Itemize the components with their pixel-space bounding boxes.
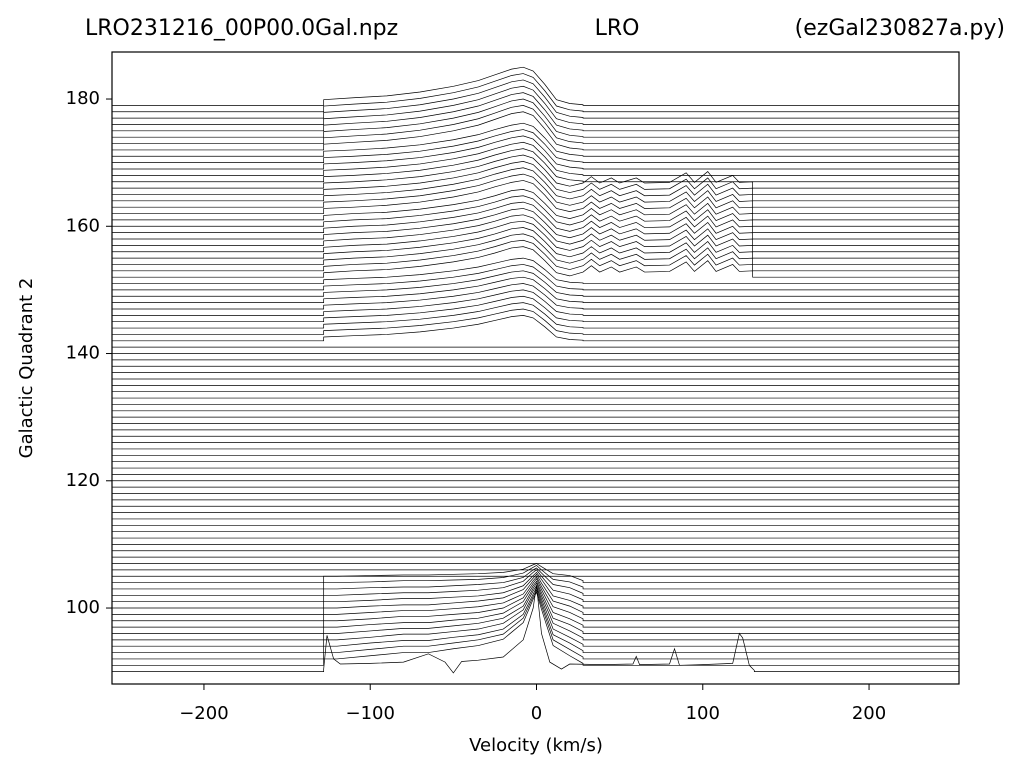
trace: [112, 167, 959, 202]
trace: [112, 586, 959, 653]
title-right: (ezGal230827a.py): [795, 16, 1005, 41]
trace: [112, 233, 959, 265]
trace: [112, 564, 959, 590]
trace: [112, 201, 959, 233]
trace: [112, 582, 959, 641]
x-tick-label: 100: [686, 703, 720, 724]
x-tick-label: 200: [852, 703, 886, 724]
x-tick-label: 0: [531, 703, 542, 724]
trace: [112, 576, 959, 622]
trace: [112, 264, 959, 291]
y-axis-label: Galactic Quadrant 2: [16, 278, 37, 459]
trace: [112, 283, 959, 310]
plot-frame: [111, 51, 960, 685]
trace: [112, 208, 959, 240]
traces: [112, 66, 959, 674]
trace: [112, 314, 959, 342]
trace: [112, 573, 959, 615]
trace: [112, 571, 959, 609]
trace: [112, 295, 959, 323]
trace: [112, 180, 959, 214]
trace: [112, 591, 959, 666]
trace: [112, 246, 959, 278]
trace: [112, 302, 959, 329]
trace: [112, 189, 959, 221]
trace: [112, 154, 959, 189]
trace: [112, 589, 959, 660]
trace: [112, 214, 959, 246]
trace: [112, 585, 959, 674]
trace: [112, 135, 959, 170]
y-tick-label: 100: [66, 597, 100, 618]
trace: [112, 66, 959, 106]
trace: [112, 257, 959, 284]
trace: [112, 129, 959, 163]
trace: [112, 289, 959, 316]
trace: [112, 141, 959, 176]
trace: [112, 79, 959, 119]
x-tick-label: −200: [179, 703, 228, 724]
trace: [112, 173, 959, 208]
trace: [112, 276, 959, 303]
trace: [112, 122, 959, 157]
trace: [112, 584, 959, 647]
trace: [112, 308, 959, 335]
trace: [112, 227, 959, 259]
title-left: LRO231216_00P00.0Gal.npz: [85, 16, 398, 41]
y-tick-label: 140: [66, 343, 100, 364]
trace: [112, 92, 959, 132]
trace: [112, 195, 959, 227]
trace: [112, 85, 959, 125]
trace: [112, 148, 959, 183]
x-tick-label: −100: [345, 703, 394, 724]
trace: [112, 73, 959, 113]
trace: [112, 567, 959, 596]
trace: [112, 569, 959, 603]
y-tick-label: 180: [66, 88, 100, 109]
trace: [112, 239, 959, 272]
title-center: LRO: [595, 16, 640, 41]
trace: [112, 98, 959, 138]
trace: [112, 105, 959, 144]
x-axis-label: Velocity (km/s): [469, 735, 603, 756]
trace: [112, 161, 959, 195]
trace: [112, 111, 959, 151]
trace: [112, 270, 959, 297]
y-tick-label: 160: [66, 215, 100, 236]
trace: [112, 578, 959, 628]
y-tick-label: 120: [66, 470, 100, 491]
trace: [112, 580, 959, 634]
trace: [112, 220, 959, 253]
